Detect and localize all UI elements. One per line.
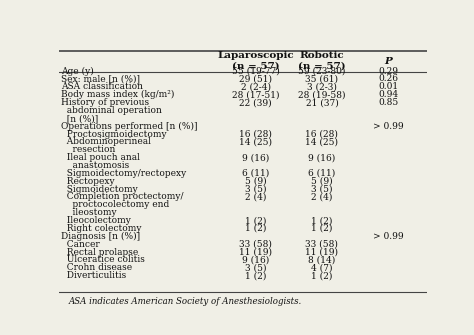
Text: 21 (37): 21 (37): [306, 98, 338, 107]
Text: (n = 57): (n = 57): [298, 62, 346, 71]
Text: 1 (2): 1 (2): [245, 224, 266, 233]
Text: Crohn disease: Crohn disease: [61, 263, 132, 272]
Text: > 0.99: > 0.99: [373, 232, 403, 241]
Text: Abdominoperineal: Abdominoperineal: [61, 137, 151, 146]
Text: 9 (16): 9 (16): [308, 153, 336, 162]
Text: 3 (5): 3 (5): [311, 185, 333, 194]
Text: 16 (28): 16 (28): [239, 130, 272, 139]
Text: Body mass index (kg/m²): Body mass index (kg/m²): [61, 90, 174, 99]
Text: 4 (7): 4 (7): [311, 263, 333, 272]
Text: 14 (25): 14 (25): [305, 137, 338, 146]
Text: 0.26: 0.26: [378, 74, 398, 83]
Text: Rectopexy: Rectopexy: [61, 177, 115, 186]
Text: abdominal operation: abdominal operation: [61, 106, 162, 115]
Text: History of previous: History of previous: [61, 98, 149, 107]
Text: 14 (25): 14 (25): [239, 137, 272, 146]
Text: 2 (2-4): 2 (2-4): [241, 82, 271, 91]
Text: proctocolectomy end: proctocolectomy end: [61, 200, 169, 209]
Text: ASA indicates American Society of Anesthesiologists.: ASA indicates American Society of Anesth…: [68, 297, 301, 306]
Text: P: P: [384, 57, 392, 66]
Text: (n = 57): (n = 57): [232, 62, 280, 71]
Text: 33 (58): 33 (58): [305, 240, 338, 249]
Text: Sex: male [n (%)]: Sex: male [n (%)]: [61, 74, 140, 83]
Text: 0.29: 0.29: [378, 67, 398, 76]
Text: 33 (58): 33 (58): [239, 240, 272, 249]
Text: ileostomy: ileostomy: [61, 208, 117, 217]
Text: 5 (9): 5 (9): [311, 177, 333, 186]
Text: 0.94: 0.94: [378, 90, 398, 99]
Text: Laparoscopic: Laparoscopic: [218, 51, 294, 60]
Text: Proctosigmoidectomy: Proctosigmoidectomy: [61, 130, 167, 139]
Text: Sigmoidectomy: Sigmoidectomy: [61, 185, 138, 194]
Text: 59 (23-80): 59 (23-80): [298, 67, 346, 76]
Text: resection: resection: [61, 145, 116, 154]
Text: Robotic: Robotic: [300, 51, 344, 60]
Text: 0.01: 0.01: [378, 82, 398, 91]
Text: Ileal pouch anal: Ileal pouch anal: [61, 153, 140, 162]
Text: 11 (19): 11 (19): [305, 248, 338, 257]
Text: 29 (51): 29 (51): [239, 74, 272, 83]
Text: > 0.99: > 0.99: [373, 122, 403, 131]
Text: Ulceratice colitis: Ulceratice colitis: [61, 255, 145, 264]
Text: 6 (11): 6 (11): [308, 169, 336, 178]
Text: 8 (14): 8 (14): [308, 255, 336, 264]
Text: 9 (16): 9 (16): [242, 153, 269, 162]
Text: 1 (2): 1 (2): [245, 216, 266, 225]
Text: Diagnosis [n (%)]: Diagnosis [n (%)]: [61, 232, 140, 241]
Text: Diverticulitis: Diverticulitis: [61, 271, 127, 280]
Text: Rectal prolapse: Rectal prolapse: [61, 248, 138, 257]
Text: 6 (11): 6 (11): [242, 169, 269, 178]
Text: 2 (4): 2 (4): [311, 193, 333, 201]
Text: Operations performed [n (%)]: Operations performed [n (%)]: [61, 122, 198, 131]
Text: 3 (5): 3 (5): [245, 185, 266, 194]
Text: Sigmoidectomy/rectopexy: Sigmoidectomy/rectopexy: [61, 169, 186, 178]
Text: 1 (2): 1 (2): [311, 224, 333, 233]
Text: anastomosis: anastomosis: [61, 161, 129, 170]
Text: 2 (4): 2 (4): [245, 193, 266, 201]
Text: 0.85: 0.85: [378, 98, 398, 107]
Text: 1 (2): 1 (2): [311, 271, 333, 280]
Text: 3 (2-3): 3 (2-3): [307, 82, 337, 91]
Text: Age (y): Age (y): [61, 67, 94, 76]
Text: ASA classification: ASA classification: [61, 82, 143, 91]
Text: [n (%)]: [n (%)]: [61, 114, 98, 123]
Text: 35 (61): 35 (61): [305, 74, 338, 83]
Text: Right colectomy: Right colectomy: [61, 224, 142, 233]
Text: 16 (28): 16 (28): [305, 130, 338, 139]
Text: Cancer: Cancer: [61, 240, 100, 249]
Text: 9 (16): 9 (16): [242, 255, 269, 264]
Text: 5 (9): 5 (9): [245, 177, 266, 186]
Text: 28 (17-51): 28 (17-51): [232, 90, 280, 99]
Text: 22 (39): 22 (39): [239, 98, 272, 107]
Text: 1 (2): 1 (2): [311, 216, 333, 225]
Text: Ileocolectomy: Ileocolectomy: [61, 216, 131, 225]
Text: 11 (19): 11 (19): [239, 248, 272, 257]
Text: Completion proctectomy/: Completion proctectomy/: [61, 193, 183, 201]
Text: 3 (5): 3 (5): [245, 263, 266, 272]
Text: 1 (2): 1 (2): [245, 271, 266, 280]
Text: 55 (19-77): 55 (19-77): [232, 67, 280, 76]
Text: 28 (19-58): 28 (19-58): [298, 90, 346, 99]
